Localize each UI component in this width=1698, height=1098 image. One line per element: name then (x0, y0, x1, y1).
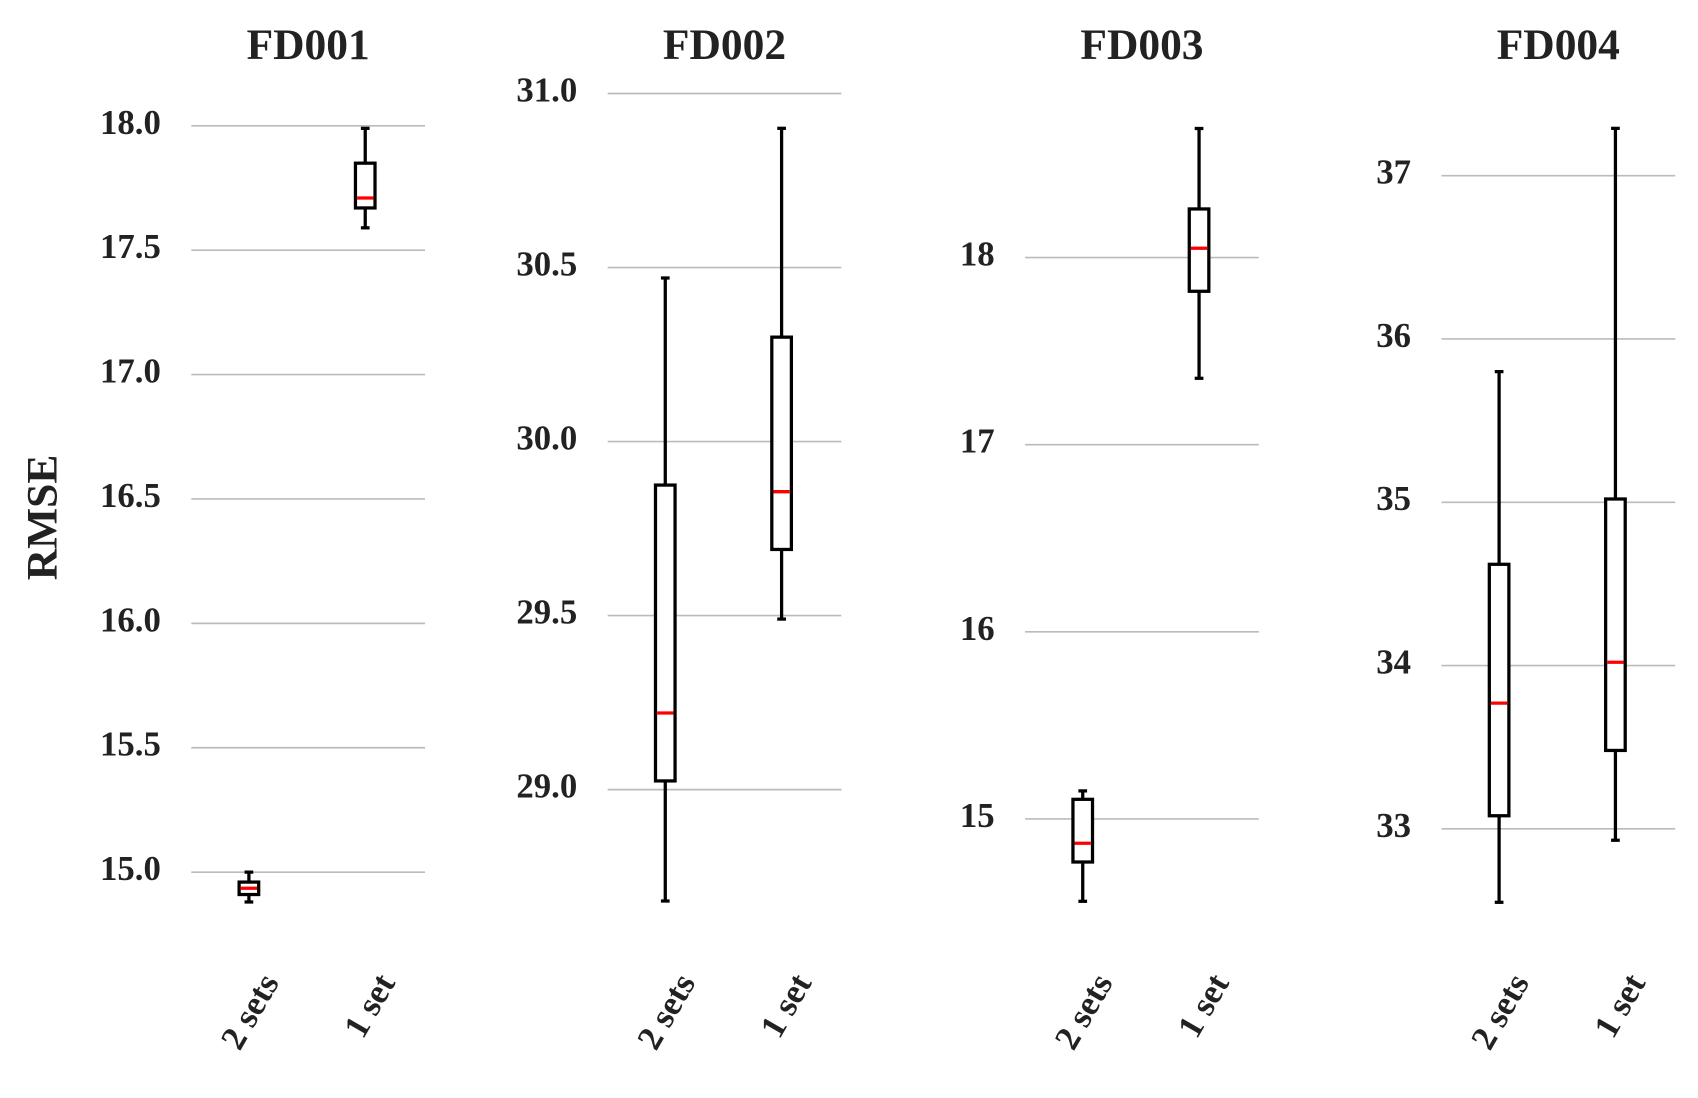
box (1487, 562, 1511, 818)
chart-title: FD004 (1497, 21, 1620, 69)
y-tick-label: 36 (1376, 316, 1411, 355)
y-tick-label: 17 (960, 422, 995, 461)
box (653, 483, 677, 783)
y-tick-label: 18.0 (100, 103, 161, 142)
x-tick-label: 2 sets (1047, 967, 1121, 1056)
box (353, 161, 377, 210)
box (1604, 497, 1627, 753)
box (1187, 207, 1211, 293)
y-tick-label: 15 (960, 796, 995, 835)
chart-title: FD002 (663, 21, 786, 69)
x-tick-label: 1 set (336, 967, 403, 1045)
x-tick-label: 2 sets (629, 967, 703, 1056)
box (770, 335, 794, 552)
y-tick-label: 35 (1376, 479, 1411, 518)
y-tick-label: 16.5 (100, 476, 161, 515)
y-tick-label: 15.5 (100, 725, 161, 764)
y-tick-label: 15.0 (100, 849, 161, 888)
box (1071, 797, 1095, 864)
y-tick-label: 34 (1376, 643, 1411, 682)
chart-title: FD001 (247, 21, 370, 69)
x-tick-label: 1 set (752, 967, 819, 1045)
y-tick-label: 16 (960, 609, 995, 648)
y-tick-label: 30.5 (516, 245, 577, 284)
y-tick-label: 37 (1376, 153, 1411, 192)
y-tick-label: 33 (1376, 806, 1411, 845)
x-tick-label: 2 sets (213, 967, 287, 1056)
y-tick-label: 17.0 (100, 352, 161, 391)
x-tick-label: 1 set (1586, 967, 1653, 1045)
y-tick-label: 17.5 (100, 227, 161, 266)
chart-title: FD003 (1080, 21, 1203, 69)
y-tick-label: 31.0 (516, 70, 577, 109)
y-tick-label: 29.5 (516, 593, 577, 632)
y-tick-label: 29.0 (516, 767, 577, 806)
y-tick-label: 30.0 (516, 419, 577, 458)
y-tick-label: 18 (960, 235, 995, 274)
x-tick-label: 2 sets (1463, 967, 1537, 1056)
y-axis-label: RMSE (19, 455, 67, 581)
x-tick-label: 1 set (1170, 967, 1237, 1045)
y-tick-label: 16.0 (100, 600, 161, 639)
